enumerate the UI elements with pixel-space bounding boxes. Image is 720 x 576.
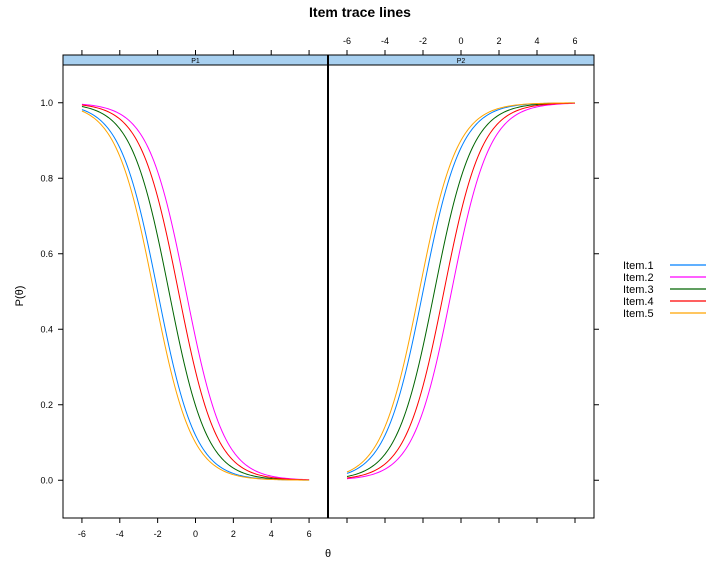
series-line-item-2-p2 <box>346 102 576 480</box>
x-tick-label: 4 <box>269 529 274 539</box>
y-tick-label: 1.0 <box>40 98 53 108</box>
series-line-item-5-p2 <box>346 102 576 473</box>
x-tick-label: -2 <box>419 36 427 46</box>
legend-label: Item.4 <box>623 296 654 308</box>
y-axis-label: P(θ) <box>14 286 26 307</box>
legend-item-item-4: Item.4 <box>623 296 706 308</box>
chart-title: Item trace lines <box>309 4 411 20</box>
x-tick-label: 0 <box>458 36 463 46</box>
y-tick-label: 0.8 <box>40 173 53 183</box>
x-tick-label: 2 <box>496 36 501 46</box>
x-tick-label: 0 <box>193 529 198 539</box>
series-line-item-5-p1 <box>81 110 310 481</box>
panel-p1: P1 -6 -4 -2 0 2 4 6 <box>62 50 329 539</box>
strip-label-p2: P2 <box>457 58 466 65</box>
series-line-item-1-p2 <box>346 102 576 474</box>
panels: P1 -6 -4 -2 0 2 4 6 P2 -6 -4 -2 0 2 4 6 0.0 0.2 0.4 0.6 0.8 1… <box>40 36 599 539</box>
series-line-item-2-p1 <box>81 103 310 481</box>
x-tick-label: 6 <box>307 529 312 539</box>
series-line-item-3-p1 <box>81 106 310 481</box>
series-line-item-4-p1 <box>81 104 310 481</box>
series-line-item-1-p1 <box>81 109 310 481</box>
x-axis-label: θ <box>325 548 331 560</box>
y-tick-label: 0.6 <box>40 249 53 259</box>
series-line-item-3-p2 <box>346 102 576 477</box>
legend-label: Item.1 <box>623 260 654 272</box>
x-tick-label: -4 <box>381 36 389 46</box>
panel-p2: P2 -6 -4 -2 0 2 4 6 <box>327 36 595 523</box>
x-tick-label: 4 <box>534 36 539 46</box>
x-tick-label: -6 <box>78 529 86 539</box>
legend-item-item-2: Item.2 <box>623 272 706 284</box>
panel-frame <box>327 54 595 519</box>
y-tick-label: 0.2 <box>40 400 53 410</box>
x-tick-label: 6 <box>572 36 577 46</box>
x-tick-label: -6 <box>343 36 351 46</box>
strip-label-p1: P1 <box>191 58 200 65</box>
panel-frame <box>62 54 329 519</box>
legend-label: Item.2 <box>623 272 654 284</box>
legend-label: Item.3 <box>623 284 654 296</box>
legend-label: Item.5 <box>623 308 654 320</box>
series-line-item-4-p2 <box>346 102 576 479</box>
legend-item-item-3: Item.3 <box>623 284 706 296</box>
y-tick-label: 0.4 <box>40 324 53 334</box>
x-tick-label: 2 <box>231 529 236 539</box>
legend-item-item-1: Item.1 <box>623 260 706 272</box>
legend-item-item-5: Item.5 <box>623 308 706 320</box>
x-tick-label: -2 <box>154 529 162 539</box>
y-tick-label: 0.0 <box>40 475 53 485</box>
x-tick-label: -4 <box>116 529 124 539</box>
